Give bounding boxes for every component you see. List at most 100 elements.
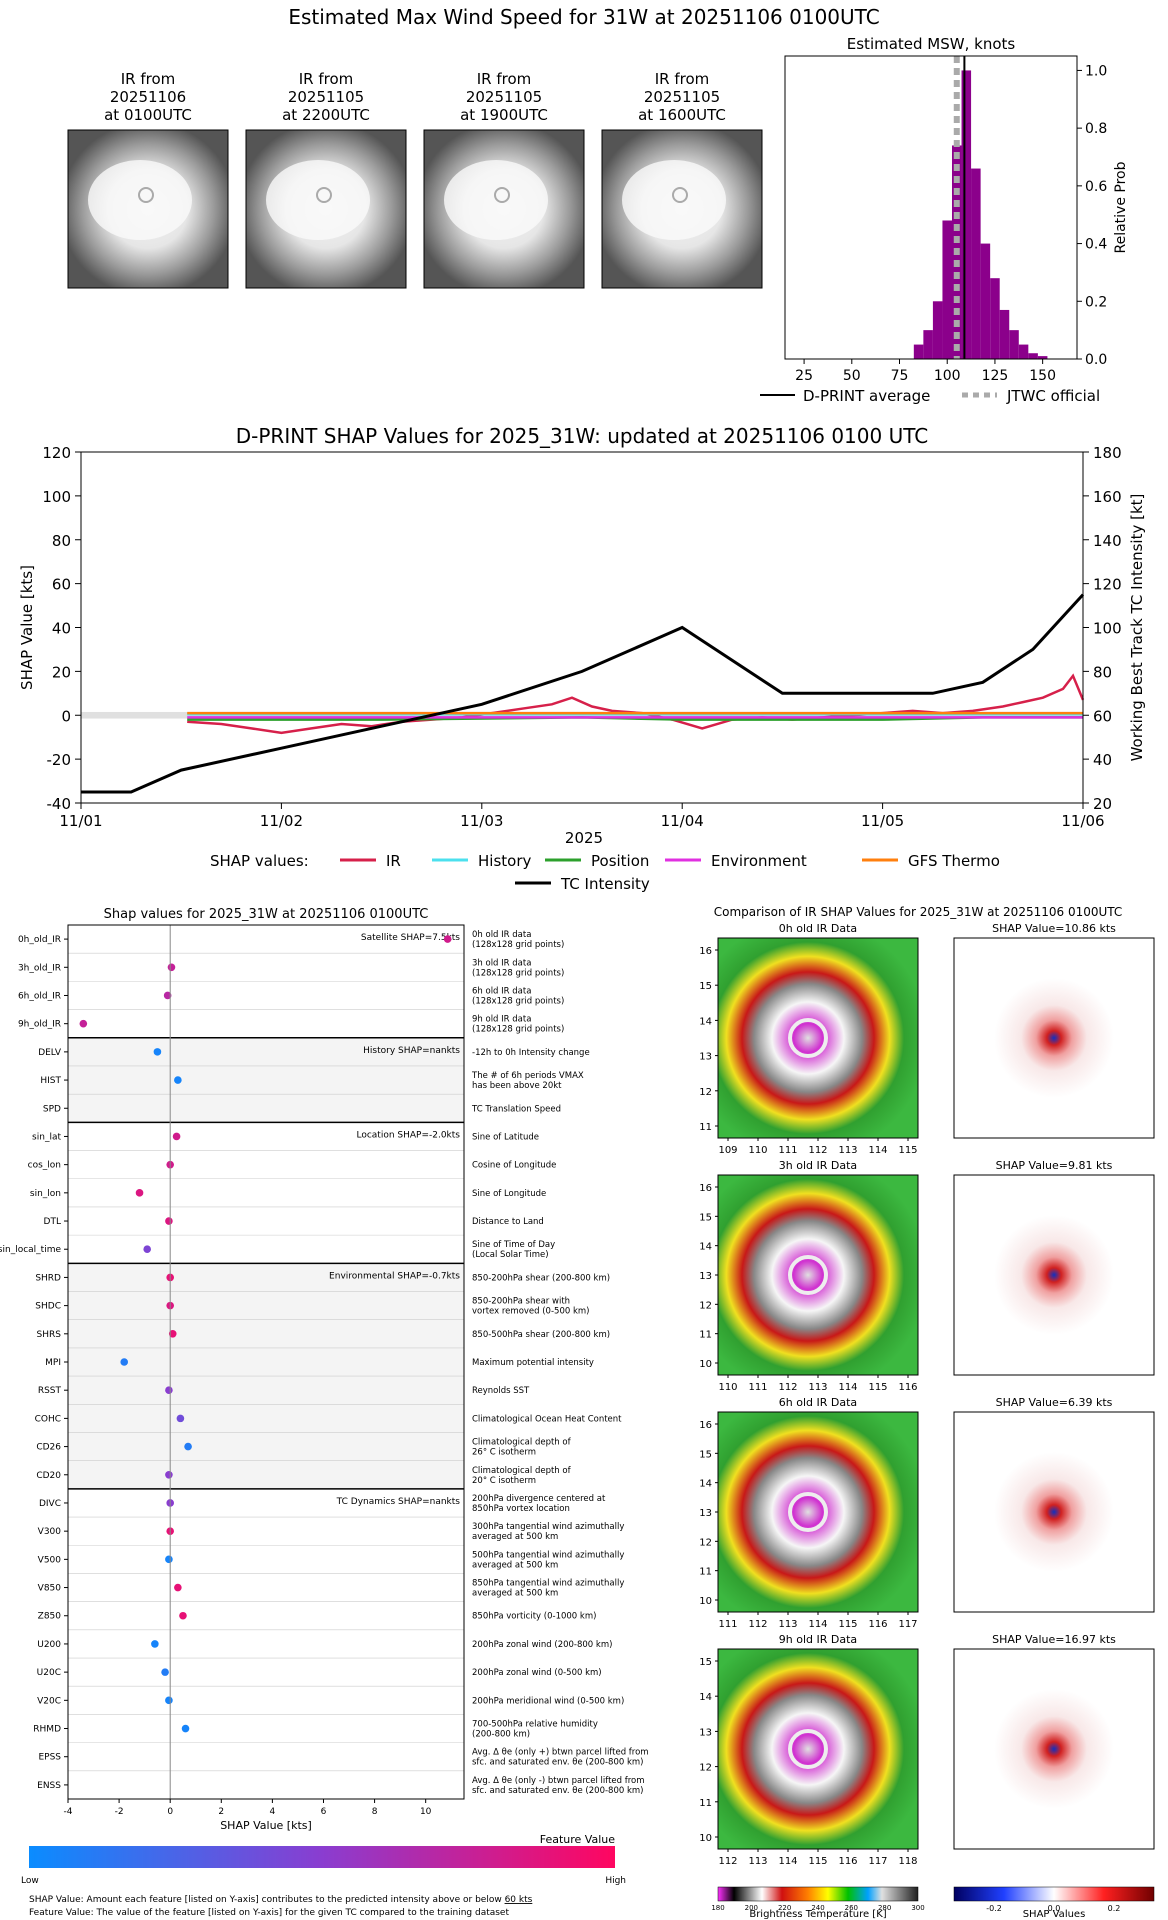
ir-panel-ytick-label: 11 [699,1122,712,1133]
histogram-ytick-label: 0.0 [1085,352,1107,368]
ir-thumb-label-line2: 20251105 [288,88,364,106]
ir-panel-ytick-label: 13 [699,1052,712,1063]
feature-xtick-label: 8 [372,1807,378,1817]
feature-xtick-label: 2 [218,1807,224,1817]
shap-panel-title: SHAP Value=10.86 kts [992,922,1116,935]
feature-point [161,1668,169,1676]
ir-panel-image [717,1411,919,1613]
feature-name: DIVC [39,1499,61,1509]
feature-desc: TC Translation Speed [471,1104,561,1114]
timeseries-xtick-label: 11/03 [460,812,503,830]
timeseries-y2tick-label: 100 [1093,620,1122,638]
timeseries-y2tick-label: 40 [1093,751,1112,769]
feature-name: V20C [37,1696,61,1706]
timeseries-y2tick-label: 60 [1093,707,1112,725]
feature-name: EPSS [38,1753,61,1763]
legend-label: History [478,852,531,870]
feature-desc: -12h to 0h Intensity change [472,1048,590,1058]
timeseries-y2tick-label: 20 [1093,795,1112,813]
ir-panel-xtick-label: 114 [808,1619,827,1630]
legend-label: IR [386,852,401,870]
shap-panel-title: SHAP Value=9.81 kts [996,1159,1113,1172]
feature-desc-line2: sfc. and saturated env. θe (200-800 km) [472,1758,644,1768]
ir-panel-ytick-label: 11 [699,1798,712,1809]
feature-desc: 200hPa meridional wind (0-500 km) [472,1696,624,1706]
feature-point [165,1217,173,1225]
feature-desc-line2: (128x128 grid points) [472,940,564,950]
feature-desc-line1: Sine of Time of Day [472,1240,555,1250]
ir-panel-ytick-label: 15 [699,981,712,992]
feature-desc-line1: Climatological depth of [472,1466,572,1476]
ir-panel-xtick-label: 113 [808,1382,827,1393]
feature-name: ENSS [37,1781,61,1791]
feature-desc: 200hPa zonal wind (0-500 km) [472,1668,602,1678]
legend-jtwc-label: JTWC official [1006,387,1100,405]
feature-name: U200 [37,1640,61,1650]
timeseries-ytick-label: 0 [61,707,71,725]
ir-panel-image [717,1648,919,1850]
ir-panel-xtick-label: 112 [718,1856,737,1867]
feature-name: 0h_old_IR [18,935,61,945]
feature-point [443,935,452,943]
feature-name: RSST [38,1386,62,1396]
ir-panel-xtick-label: 112 [778,1382,797,1393]
timeseries-ytick-label: -40 [47,795,72,813]
ir-panel-ytick-label: 12 [699,1300,712,1311]
ir-thumb-label-line3: at 1600UTC [638,106,726,124]
ir-panel-ytick-label: 12 [699,1087,712,1098]
feature-point [143,1245,151,1254]
timeseries-xtick-label: 11/04 [661,812,704,830]
ir-panel-xtick-label: 114 [838,1382,857,1393]
bt-colorbar-label: Brightness Temperature [K] [749,1909,886,1920]
ir-panel-xtick-label: 110 [748,1145,767,1156]
histogram-xtick-label: 150 [1029,368,1056,384]
feature-desc-line1: 700-500hPa relative humidity [472,1720,598,1730]
ir-thumb-label-line1: IR from [121,70,176,88]
ir-panel-ytick-label: 10 [699,1596,712,1607]
histogram-bar [1037,356,1048,359]
feature-name: 6h_old_IR [18,991,61,1001]
ir-panel-eye [788,1255,828,1295]
feature-point [165,1386,173,1394]
feature-point [172,1132,181,1141]
feature-name: sin_local_time [0,1245,61,1255]
timeseries-frame [80,451,1084,804]
legend-label: TC Intensity [560,875,650,893]
feature-desc: Sine of Longitude [472,1189,546,1199]
feature-colorbar [29,1846,615,1868]
ir-panel-ytick-label: 13 [699,1508,712,1519]
feature-desc: Distance to Land [472,1217,544,1227]
timeseries-ytick-label: -20 [47,751,72,769]
ir-thumb-eye [138,187,154,203]
feature-desc: 850-200hPa shear (200-800 km) [472,1273,610,1283]
histogram-ytick-label: 0.6 [1085,179,1107,195]
ir-panel-title: 6h old IR Data [779,1396,857,1409]
histogram-bar [923,330,933,359]
group-label: Location SHAP=-2.0kts [356,1130,460,1140]
ir-panel-xtick-label: 111 [778,1145,797,1156]
feature-desc-line1: 300hPa tangential wind azimuthally [472,1522,624,1532]
shap-colorbar-label: SHAP Values [1023,1909,1086,1920]
feature-point [79,1019,88,1028]
shap-panel-title: SHAP Value=6.39 kts [996,1396,1113,1409]
series-line [187,673,1085,735]
ir-panel-ytick-label: 15 [699,1449,712,1460]
ir-panel-xtick-label: 112 [808,1145,827,1156]
feature-desc-line2: 20° C isotherm [472,1476,536,1486]
ir-panel-title: 0h old IR Data [779,922,857,935]
ir-thumb-label-line3: at 1900UTC [460,106,548,124]
ir-panel-ytick-label: 14 [699,1479,712,1490]
timeseries-ytick-label: 80 [52,532,71,550]
ir-panel-ytick-label: 16 [699,1183,712,1194]
histogram-bar [971,168,981,359]
feature-desc-line1: Climatological depth of [472,1438,572,1448]
feature-name: MPI [45,1358,61,1368]
feature-desc-line1: 500hPa tangential wind azimuthally [472,1550,624,1560]
feature-desc-line2: averaged at 500 km [472,1589,558,1599]
feature-name: RHMD [33,1725,61,1735]
feature-xlabel: SHAP Value [kts] [220,1819,312,1832]
feature-point [163,991,172,1000]
ir-panel-xtick-label: 116 [898,1382,917,1393]
bt-colorbar-tick: 200 [745,1904,758,1912]
